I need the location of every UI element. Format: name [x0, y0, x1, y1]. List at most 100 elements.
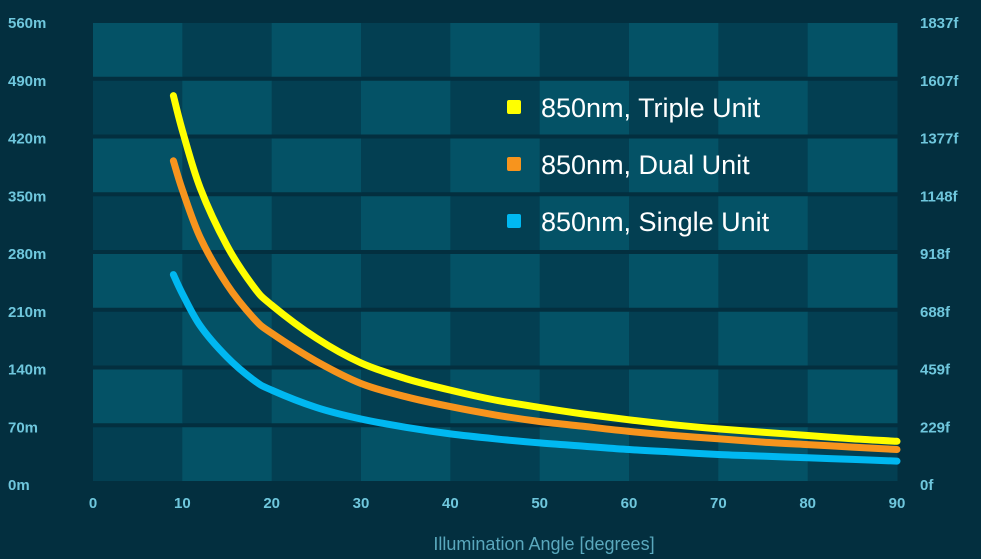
grid-cell	[629, 311, 719, 366]
grid-cell	[718, 196, 809, 250]
grid-cell	[539, 196, 630, 250]
grid-cell	[182, 427, 273, 481]
grid-cell	[539, 80, 630, 135]
y-tick-right-label: 1377f	[920, 131, 959, 148]
grid-cell	[361, 196, 451, 250]
grid-cell	[361, 23, 451, 77]
x-tick-label: 50	[531, 495, 548, 512]
grid-cell	[450, 80, 541, 135]
legend-label: 850nm, Triple Unit	[541, 93, 761, 123]
grid-cell	[93, 138, 183, 193]
grid-cell	[807, 254, 898, 308]
grid-cell	[539, 254, 630, 308]
grid-cell	[361, 80, 451, 135]
x-tick-label: 20	[263, 495, 280, 512]
grid-cell	[271, 138, 362, 193]
grid-cell	[539, 311, 630, 366]
y-tick-right-label: 1148f	[920, 188, 959, 205]
y-tick-left-label: 0m	[8, 477, 30, 494]
grid-cell	[361, 254, 451, 308]
grid-cell	[539, 138, 630, 193]
grid-cell	[93, 311, 183, 366]
grid-cell	[807, 138, 898, 193]
x-tick-label: 30	[353, 495, 370, 512]
grid	[93, 23, 898, 481]
y-tick-left-label: 350m	[8, 188, 46, 205]
grid-cell	[361, 138, 451, 193]
x-tick-label: 60	[621, 495, 638, 512]
x-axis-label: Illumination Angle [degrees]	[433, 534, 654, 554]
y-tick-left-label: 490m	[8, 73, 46, 90]
x-tick-label: 90	[889, 495, 906, 512]
y-tick-left-label: 420m	[8, 131, 46, 148]
series-line	[169, 92, 901, 445]
grid-cell	[93, 254, 183, 308]
legend-swatch	[507, 100, 521, 114]
grid-cell	[629, 254, 719, 308]
grid-cell	[807, 311, 898, 366]
grid-cell	[271, 427, 362, 481]
grid-cell	[93, 80, 183, 135]
grid-cell	[182, 369, 273, 424]
grid-cell	[807, 369, 898, 424]
y-tick-right-label: 918f	[920, 246, 951, 263]
grid-cell	[450, 196, 541, 250]
y-tick-left-label: 210m	[8, 304, 46, 321]
x-axis: 0 10 20 30 40 50 60 70 80 90	[89, 495, 906, 512]
grid-cell	[93, 369, 183, 424]
grid-cell	[539, 427, 630, 481]
y-tick-right-label: 1837f	[920, 15, 959, 32]
y-tick-right-label: 0f	[920, 477, 934, 494]
grid-cell	[450, 311, 541, 366]
x-tick-label: 70	[710, 495, 727, 512]
y-tick-left-label: 140m	[8, 362, 46, 379]
grid-cell	[807, 196, 898, 250]
y-tick-left-label: 280m	[8, 246, 46, 263]
grid-cell	[629, 196, 719, 250]
x-tick-label: 0	[89, 495, 97, 512]
grid-cell	[450, 23, 541, 77]
grid-cell	[629, 23, 719, 77]
grid-cell	[718, 138, 809, 193]
grid-cell	[718, 23, 809, 77]
grid-cell	[271, 196, 362, 250]
grid-cell	[718, 254, 809, 308]
legend-label: 850nm, Dual Unit	[541, 150, 750, 180]
grid-cell	[629, 369, 719, 424]
grid-cell	[450, 254, 541, 308]
legend-label: 850nm, Single Unit	[541, 207, 770, 237]
grid-cell	[450, 138, 541, 193]
grid-cell	[182, 23, 273, 77]
grid-cell	[93, 23, 183, 77]
grid-cell	[93, 427, 183, 481]
grid-cell	[718, 80, 809, 135]
y-axis-right: 0f 229f 459f 688f 918f 1148f 1377f 1607f 1837f	[920, 15, 959, 494]
grid-cell	[361, 311, 451, 366]
y-tick-right-label: 688f	[920, 304, 951, 321]
grid-cell	[271, 80, 362, 135]
y-tick-left-label: 70m	[8, 419, 38, 436]
series-lines	[169, 92, 901, 465]
y-tick-right-label: 459f	[920, 362, 951, 379]
grid-cell	[629, 80, 719, 135]
y-tick-right-label: 1607f	[920, 73, 959, 90]
grid-cell	[629, 138, 719, 193]
y-tick-right-label: 229f	[920, 419, 951, 436]
grid-cell	[718, 311, 809, 366]
grid-cell	[271, 23, 362, 77]
y-tick-left-label: 560m	[8, 15, 46, 32]
legend-swatch	[507, 214, 521, 228]
grid-cell	[271, 254, 362, 308]
grid-cell	[182, 80, 273, 135]
x-tick-label: 40	[442, 495, 459, 512]
grid-cell	[807, 23, 898, 77]
x-tick-label: 10	[174, 495, 191, 512]
series-line	[169, 271, 901, 465]
x-tick-label: 80	[799, 495, 816, 512]
grid-cell	[93, 196, 183, 250]
y-axis-left: 0m 70m 140m 210m 280m 350m 420m 490m 560m	[8, 15, 46, 494]
legend-swatch	[507, 157, 521, 171]
legend: 850nm, Triple Unit 850nm, Dual Unit 850nm,…	[507, 93, 770, 237]
grid-cell	[807, 80, 898, 135]
